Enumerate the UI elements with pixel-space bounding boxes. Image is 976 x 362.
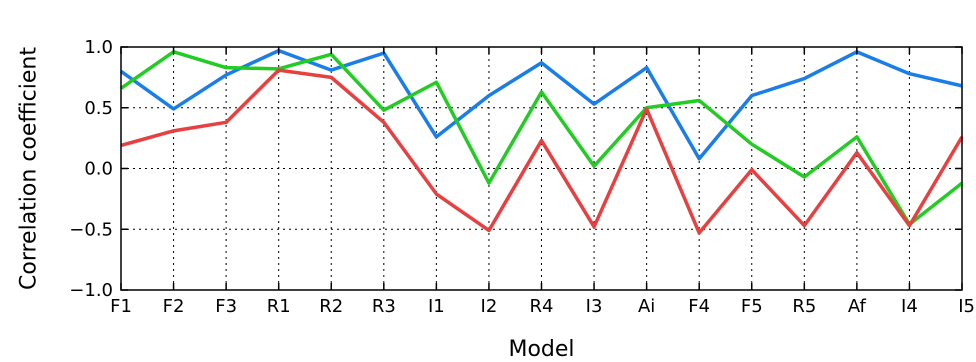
x-tick-label: I3 — [586, 296, 603, 317]
x-axis-ticks: F1 F2 F3 R1 R2 R3 I1 I2 R4 I3 Ai F4 F5 R5 Af I4 I5 — [110, 47, 975, 317]
y-axis-ticks: −1.0 −0.5 0.0 0.5 1.0 — [69, 37, 962, 301]
x-tick-label: R1 — [267, 296, 291, 317]
x-tick-label: I4 — [901, 296, 918, 317]
y-axis-label: Correlation coefficient — [17, 47, 42, 290]
x-tick-label: F5 — [741, 296, 763, 317]
y-tick-label: −1.0 — [69, 280, 113, 301]
series-line-1 — [119, 48, 963, 161]
x-tick-label: I1 — [428, 296, 445, 317]
x-tick-label: R2 — [319, 296, 343, 317]
grid — [121, 47, 962, 290]
x-axis-label: Model — [508, 337, 574, 362]
series-layer — [119, 48, 964, 235]
series-line-3 — [120, 68, 964, 235]
x-tick-label: I5 — [958, 296, 975, 317]
x-tick-label: R4 — [530, 296, 554, 317]
y-tick-label: 0.0 — [84, 159, 113, 180]
x-tick-label: F4 — [688, 296, 710, 317]
x-tick-label: Af — [848, 296, 867, 317]
y-tick-label: 1.0 — [84, 37, 113, 58]
y-tick-label: 0.5 — [84, 98, 113, 119]
series-line-2 — [120, 50, 964, 227]
x-tick-label: F3 — [215, 296, 237, 317]
x-tick-label: R3 — [372, 296, 396, 317]
x-tick-label: I2 — [481, 296, 498, 317]
x-tick-label: Ai — [638, 296, 655, 317]
x-tick-label: F1 — [110, 296, 132, 317]
x-tick-label: F2 — [163, 296, 185, 317]
y-tick-label: −0.5 — [69, 219, 113, 240]
x-tick-label: R5 — [792, 296, 816, 317]
